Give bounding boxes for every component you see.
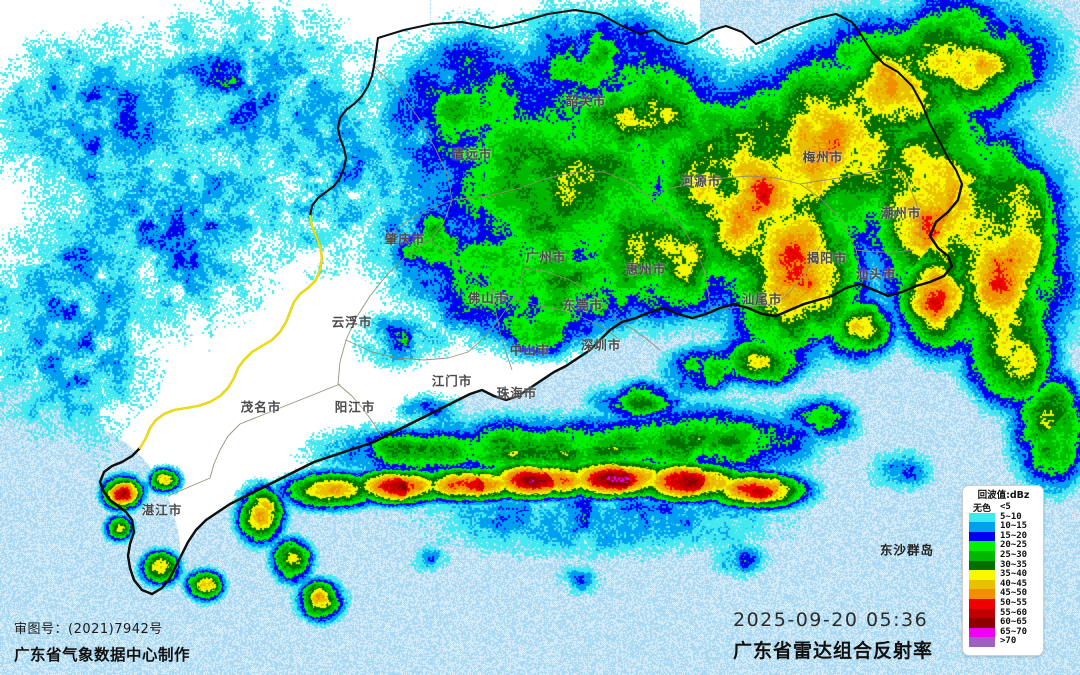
- legend-row: 65~70: [969, 626, 1038, 638]
- city-border-4: [345, 339, 469, 361]
- legend-bin-list: 5~10 10~15 15~20 20~25 25~30 30~35 35~40 40~45 4…: [969, 511, 1038, 647]
- legend-row: 30~35: [969, 559, 1038, 571]
- legend-row: 15~20: [969, 530, 1038, 542]
- legend-row: 5~10: [969, 511, 1038, 523]
- city-border-10: [799, 183, 861, 269]
- city-border-8: [647, 195, 711, 309]
- city-border-18: [337, 383, 383, 439]
- legend-row-none: 无色 <5: [969, 502, 1038, 515]
- legend-row: >70: [969, 637, 1038, 647]
- city-border-22: [775, 245, 821, 305]
- legend-row: 20~25: [969, 541, 1038, 551]
- city-border-2: [429, 239, 563, 311]
- city-border-5: [467, 267, 525, 353]
- legend-title: 回波值:dBz: [977, 490, 1030, 501]
- legend-range-label: 50~55: [1000, 597, 1028, 608]
- city-border-17: [167, 477, 211, 497]
- legend-swatch: [969, 608, 995, 619]
- reflectivity-legend: 回波值:dBz 无色 <5 5~10 10~15 15~20 20~25 25~30 30…: [962, 485, 1044, 656]
- legend-none-label: 无色: [972, 504, 991, 515]
- city-border-lines: [167, 65, 921, 497]
- legend-range-label: 5~10: [1000, 511, 1022, 522]
- legend-swatch: [969, 589, 995, 599]
- province-outline: [98, 8, 964, 596]
- coast-highlight-line: [138, 214, 324, 450]
- city-border-3: [337, 239, 431, 385]
- city-border-20: [617, 319, 661, 351]
- legend-row: 55~60: [969, 607, 1038, 619]
- city-border-6: [523, 267, 619, 321]
- legend-row: 60~65: [969, 618, 1038, 628]
- legend-row: 10~15: [969, 522, 1038, 532]
- legend-swatch: [969, 541, 995, 551]
- legend-range-label: 45~50: [1000, 588, 1028, 599]
- legend-swatch: [969, 531, 995, 542]
- city-border-19: [491, 289, 513, 371]
- coastline-0: [98, 182, 964, 596]
- legend-swatch: [969, 512, 995, 523]
- legend-range-label: 55~60: [1000, 607, 1028, 618]
- legend-range-label: 30~35: [1000, 559, 1028, 570]
- legend-swatch: [969, 618, 995, 628]
- legend-range-label: 65~70: [1000, 626, 1028, 637]
- legend-row: 50~55: [969, 597, 1038, 609]
- city-border-14: [387, 199, 453, 237]
- legend-swatch: [969, 637, 995, 647]
- legend-range-label: 35~40: [1000, 569, 1028, 580]
- city-border-7: [561, 309, 621, 341]
- legend-range-label: 20~25: [1000, 540, 1028, 551]
- legend-row: 40~45: [969, 578, 1038, 590]
- city-border-16: [209, 423, 241, 479]
- legend-range-label: 40~45: [1000, 578, 1028, 589]
- legend-none-range: <5: [1000, 502, 1011, 512]
- legend-swatch: [969, 598, 995, 609]
- highlighted-border-0: [138, 214, 324, 450]
- city-border-12: [855, 249, 915, 253]
- legend-swatch: [969, 522, 995, 532]
- legend-row: 35~40: [969, 570, 1038, 580]
- city-border-15: [239, 383, 341, 425]
- legend-range-label: 10~15: [1000, 521, 1028, 532]
- city-border-0: [373, 65, 453, 241]
- legend-row: 45~50: [969, 589, 1038, 599]
- legend-swatch: [969, 579, 995, 590]
- city-border-11: [799, 167, 893, 185]
- legend-range-label: 60~65: [1000, 617, 1028, 628]
- province-border-line: [98, 8, 964, 596]
- legend-swatch: [969, 550, 995, 561]
- legend-range-label: >70: [1000, 636, 1017, 647]
- city-border-21: [895, 167, 921, 238]
- legend-range-label: 25~30: [1000, 549, 1028, 560]
- city-border-1: [451, 171, 649, 201]
- legend-swatch: [969, 560, 995, 571]
- legend-swatch: [969, 627, 995, 638]
- legend-swatch: [969, 570, 995, 580]
- legend-range-label: 15~20: [1000, 530, 1028, 541]
- city-border-9: [647, 175, 801, 197]
- legend-row: 25~30: [969, 549, 1038, 561]
